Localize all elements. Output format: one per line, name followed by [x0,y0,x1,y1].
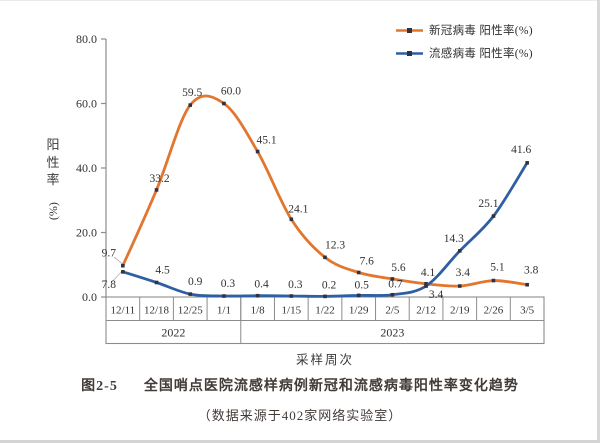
figure-caption: 图2-5 全国哨点医院流感样病例新冠和流感病毒阳性率变化趋势 [0,375,600,395]
flu-series-marker [121,270,125,274]
covid-series-data-label: 3.4 [456,267,471,279]
covid-series-data-label: 12.3 [325,239,345,251]
figure-title: 全国哨点医院流感样病例新冠和流感病毒阳性率变化趋势 [143,379,519,394]
flu-series-data-label: 0.3 [288,279,303,291]
y-tick-label: 20.0 [76,226,97,240]
flu-series-data-label: 14.3 [444,233,464,245]
covid-series-marker [525,282,529,287]
x-tick-label: 2/26 [484,305,504,317]
covid-series-marker [289,217,294,222]
x-tick-label: 3/5 [520,305,535,317]
flu-series-marker [424,284,428,288]
y-tick-label: 0.0 [82,290,97,304]
x-tick-label: 1/8 [251,305,266,317]
flu-series-marker [323,294,327,299]
covid-series-marker [457,284,462,288]
covid-series-marker [424,281,428,286]
flu-series-marker [188,292,193,296]
flu-series-data-label: 0.2 [322,279,337,291]
flu-series-data-label: 41.6 [511,144,531,156]
legend-label: 新冠病毒 阳性率(%) [429,25,533,37]
covid-series-marker [323,255,327,260]
covid-series-data-label: 24.1 [288,203,308,215]
covid-series-data-label: 3.8 [524,265,539,277]
label-leader-line [113,256,123,265]
covid-series-data-label: 45.1 [257,135,277,147]
legend-entry-covid-series: 新冠病毒 阳性率(%) [396,22,533,38]
covid-series-data-label: 9.7 [102,248,117,260]
flu-series-data-label: 3.4 [429,289,444,301]
flu-series-data-label: 4.5 [155,264,170,276]
covid-series-marker [188,103,193,107]
covid-series-data-label: 5.1 [490,262,505,274]
covid-series-data-label: 5.6 [391,262,406,274]
covid-series-marker [491,278,496,283]
legend-label: 流感病毒 阳性率(%) [429,48,533,60]
x-axis-title: 采样周次 [295,353,354,367]
flu-series-marker [457,249,462,253]
flu-series-data-label: 25.1 [478,198,498,210]
y-axis-title-char: 性 [46,154,60,170]
covid-series-data-label: 59.5 [182,87,202,99]
label-leader-line [111,270,123,283]
x-tick-label: 2/19 [450,305,470,317]
covid-series-data-label: 33.2 [149,173,169,185]
image-border-right [597,0,600,443]
y-axis-title-unit: (%) [45,201,60,220]
flu-series-data-label: 0.3 [221,278,236,290]
flu-series-data-label: 0.9 [188,276,203,288]
flu-series-marker [289,294,294,298]
legend-line-sample [396,50,423,56]
flu-series-data-label: 7.8 [102,279,117,291]
flu-series-data-label: 0.4 [254,279,269,291]
flu-series-marker [525,161,529,165]
covid-series-marker [356,270,361,275]
covid-series-data-label: 7.6 [360,255,375,267]
x-tick-label: 1/22 [315,305,335,317]
chart-legend: 新冠病毒 阳性率(%) 流感病毒 阳性率(%) [396,22,533,61]
x-tick-label: 2/12 [416,305,436,317]
covid-series-marker [222,101,226,106]
covid-series-marker [121,263,125,268]
x-tick-label: 1/29 [349,305,369,317]
x-tick-label: 12/18 [144,305,170,317]
flu-series-marker [154,280,159,285]
y-axis-title: 阳性率 (%) [44,136,62,220]
x-tick-label: 12/25 [178,305,204,317]
year-group-label: 2022 [161,326,185,340]
flu-series-data-label: 0.5 [355,279,370,291]
x-tick-label: 1/1 [217,305,231,317]
flu-series-marker [356,293,361,298]
flu-series-marker [390,292,395,297]
covid-series-marker [154,188,159,192]
flu-series-data-label: 0.7 [388,279,403,291]
figure-number: 图2-5 [81,379,118,394]
flu-series-marker [491,214,496,218]
y-tick-label: 80.0 [76,32,97,46]
x-tick-label: 1/15 [282,305,302,317]
y-axis-title-char: 率 [46,172,60,188]
covid-series-data-label: 4.1 [421,267,436,279]
image-border-bottom [0,440,600,443]
y-tick-label: 40.0 [76,161,97,175]
x-tick-label: 2/5 [385,305,400,317]
image-border-top [0,0,600,1]
y-axis-title-char: 阳 [46,137,60,152]
flu-series-marker [255,293,260,298]
covid-series-data-label: 60.0 [221,86,241,98]
figure-source-note: （数据来源于402家网络实验室） [197,408,403,423]
covid-series-marker [255,149,260,154]
legend-line-sample [396,27,423,33]
y-tick-label: 60.0 [76,97,97,111]
year-group-label: 2023 [380,326,404,340]
legend-entry-flu-series: 流感病毒 阳性率(%) [396,45,533,61]
flu-series-marker [222,294,226,298]
covid-series-marker [390,277,395,281]
x-tick-label: 12/11 [111,305,136,317]
